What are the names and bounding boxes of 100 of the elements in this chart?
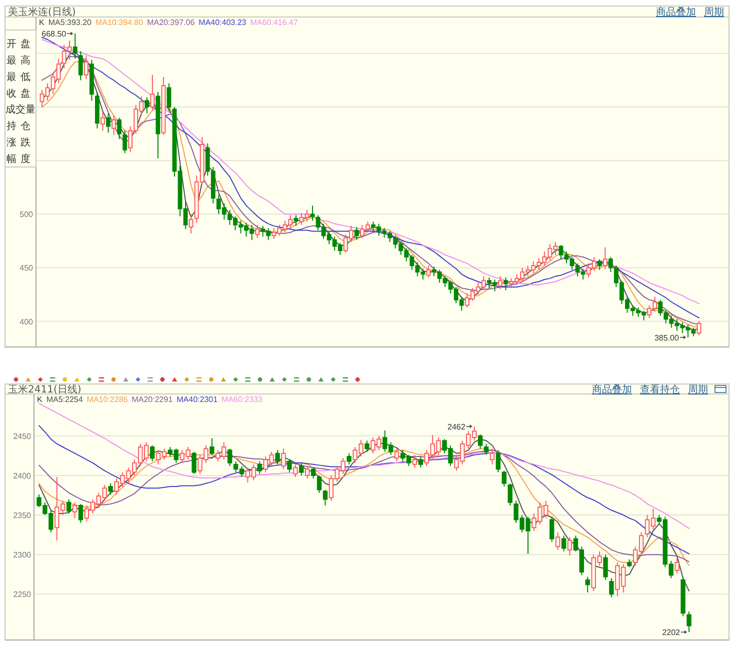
y-tick-label: 2250 [13,590,32,600]
candlestick [484,443,489,456]
candlestick [108,482,113,495]
candlestick [106,112,110,134]
text: 持仓 [6,120,34,132]
legend-title: K [37,395,43,404]
annotation: 周期 [688,384,708,396]
text: 2202 [662,628,680,638]
candlestick [161,76,166,136]
candlestick [156,92,160,159]
candlestick [609,578,614,598]
candlestick [603,554,608,580]
candlestick [117,117,122,140]
candlestick [354,226,359,240]
candlestick [294,214,298,226]
candlestick [498,276,502,290]
candlestick [281,448,286,470]
y-tick-label: 2450 [13,432,32,441]
candlestick [89,59,94,102]
candlestick [504,276,508,291]
candlestick [346,452,352,465]
candlestick [112,115,116,136]
candlestick [597,258,602,270]
text: 涨跌 [6,136,34,148]
candlestick [418,456,423,468]
candlestick [567,536,572,556]
annotation: 商品叠加 [656,6,696,18]
candlestick [412,454,418,468]
candlestick [316,474,322,494]
candlestick [310,205,315,222]
candlestick [496,450,501,473]
text: MA20:2291 [132,395,174,404]
text: MA60:2333 [222,395,264,404]
candlestick [585,576,590,594]
candlestick [310,467,316,480]
text: 成交量 [6,104,36,116]
candlestick [322,489,328,506]
candlestick [95,92,100,129]
line-series [38,425,690,554]
candlestick [210,438,214,456]
y-tick-label: 500 [20,210,34,220]
candlestick [299,462,304,476]
candlestick [166,82,172,112]
candlestick [555,532,560,550]
candlestick [394,448,400,462]
candlestick [78,503,84,524]
candlestick [255,224,260,238]
y-tick-label: 2350 [13,511,32,520]
candlestick [426,265,431,278]
candlestick [674,557,680,574]
legend-title: K [39,18,45,27]
text: 开盘 [6,38,34,50]
y-tick-label: 400 [20,317,34,326]
text: MA5:2254 [46,395,84,404]
candlestick [680,576,686,617]
candlestick [627,558,632,568]
candlestick [257,460,262,474]
text: 收盘 [6,87,34,100]
candlestick [602,246,608,270]
candlestick [275,450,280,465]
text: 最低 [6,72,34,83]
candlestick [502,470,506,488]
text: 668.50 [42,30,66,39]
candlestick [188,214,194,234]
text: MA5:393.20 [48,18,92,27]
candlestick [490,448,495,465]
candlestick [293,464,298,478]
candlestick [144,96,150,114]
candlestick [78,50,83,81]
text: MA10:394.80 [95,18,144,27]
candlestick [100,110,105,132]
annotation: 查看持仓 [640,384,680,396]
candlestick [696,320,702,336]
candlestick [227,448,232,466]
text: 2462 [448,422,466,432]
candlestick [478,434,483,450]
text: 385.00 [654,333,679,342]
candlestick [150,444,155,462]
text: MA40:2301 [176,395,218,404]
candlestick [192,451,196,474]
text: MA40:403.23 [198,18,247,27]
candlestick [72,502,78,519]
text: MA10:2286 [86,395,128,404]
line-series [38,438,690,592]
candlestick [508,482,512,506]
candlestick [287,459,292,473]
text: 最高 [6,54,34,67]
candlestick [66,498,72,514]
candlestick [305,465,310,480]
y-tick-label: 2400 [13,471,32,480]
candlestick [122,130,128,154]
annotation: 商品叠加 [592,384,632,396]
text: 幅度 [6,152,34,165]
y-tick-label: 450 [20,264,34,273]
y-tick-label: 2300 [13,550,32,560]
candlestick [84,55,88,80]
chart-title: 玉米2411(日线) [8,384,82,396]
text: MA60:416.47 [250,18,298,27]
text: 周期 [704,6,724,18]
chart-title: 美玉米连(日线) [8,6,76,18]
